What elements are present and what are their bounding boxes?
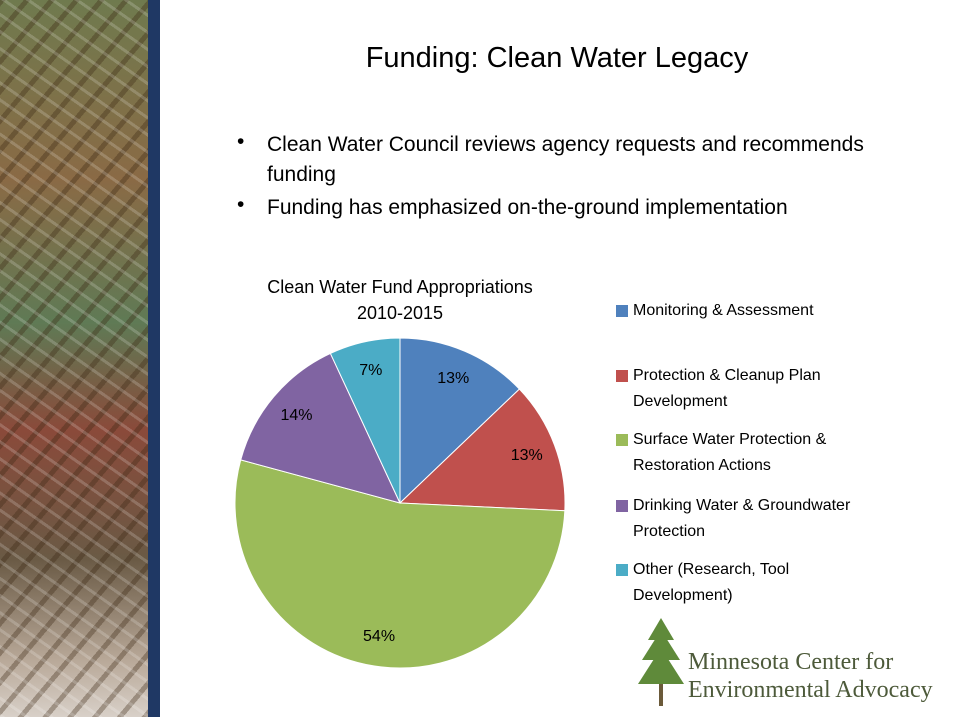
data-label: 13%: [511, 447, 543, 464]
legend-item: Monitoring & Assessment: [616, 298, 891, 324]
legend-swatch: [616, 564, 628, 576]
data-label: 14%: [280, 407, 312, 424]
legend-swatch: [616, 305, 628, 317]
data-label: 54%: [363, 628, 395, 645]
data-label: 7%: [359, 362, 382, 379]
legend-swatch: [616, 370, 628, 382]
legend-swatch: [616, 434, 628, 446]
legend-item: Drinking Water & Groundwater Protection: [616, 493, 891, 545]
legend-item: Surface Water Protection & Restoration A…: [616, 427, 891, 479]
logo-text: Minnesota Center for Environmental Advoc…: [688, 648, 933, 704]
logo-tree: [638, 618, 684, 706]
logo-line: Environmental Advocacy: [688, 676, 933, 704]
legend-label: Drinking Water & Groundwater Protection: [633, 493, 891, 545]
legend-item: Protection & Cleanup Plan Development: [616, 363, 891, 415]
legend-item: Other (Research, Tool Development): [616, 557, 891, 609]
chart: 13% 13% 54% 14% 7%: [0, 0, 954, 717]
legend-label: Monitoring & Assessment: [633, 298, 891, 324]
slide: Funding: Clean Water Legacy •Clean Water…: [0, 0, 954, 717]
legend-swatch: [616, 500, 628, 512]
legend-label: Surface Water Protection & Restoration A…: [633, 427, 891, 479]
logo-line: Minnesota Center for: [688, 648, 933, 676]
data-label: 13%: [437, 370, 469, 387]
legend-label: Other (Research, Tool Development): [633, 557, 891, 609]
legend-label: Protection & Cleanup Plan Development: [633, 363, 891, 415]
